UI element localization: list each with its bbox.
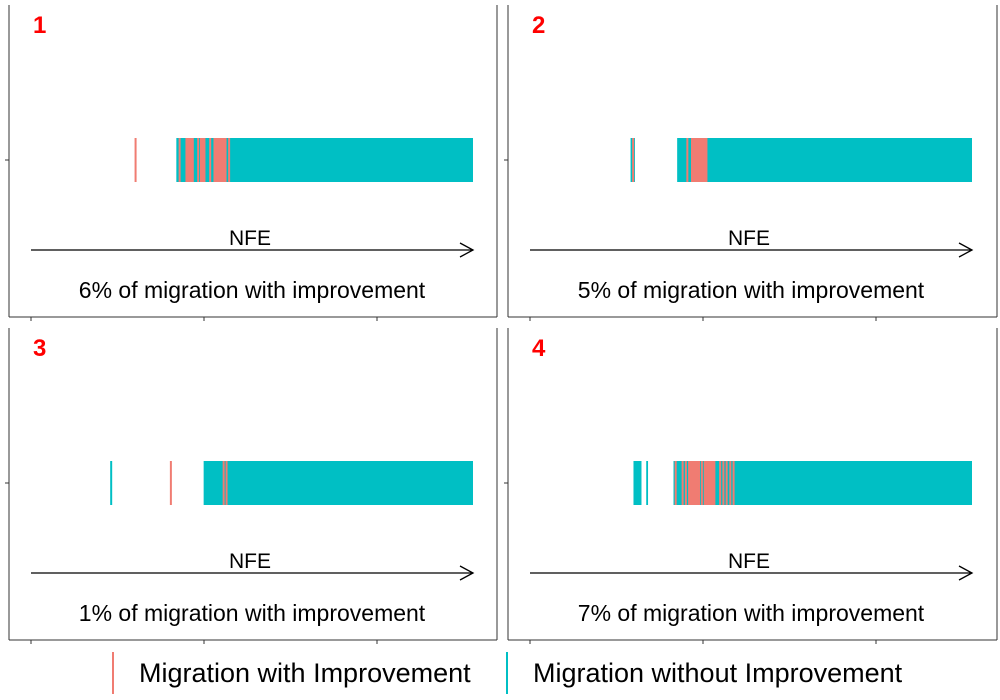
panel-caption: 7% of migration with improvement xyxy=(578,600,925,626)
nfe-label: NFE xyxy=(229,550,271,573)
strip-band-with-improvement xyxy=(688,461,701,505)
strip-band-without-improvement xyxy=(203,461,473,505)
panel-caption: 5% of migration with improvement xyxy=(578,277,925,303)
panel-number: 1 xyxy=(33,12,46,39)
nfe-label: NFE xyxy=(728,550,770,573)
nfe-arrow-head xyxy=(459,242,475,258)
nfe-arrow-head xyxy=(958,242,974,258)
panel-number: 4 xyxy=(532,335,546,362)
strip-band-with-improvement xyxy=(200,138,206,182)
panels: 1 NFE 6% of migration with improvement 2 NFE… xyxy=(5,5,998,644)
strip-band-with-improvement xyxy=(690,138,708,182)
panel-caption: 6% of migration with improvement xyxy=(79,277,426,303)
strip-band-without-improvement xyxy=(677,138,972,182)
panel-number: 3 xyxy=(33,335,46,362)
panel-1: 1 NFE 6% of migration with improvement xyxy=(5,5,498,321)
strip-band-without-improvement xyxy=(646,461,649,505)
nfe-arrow-head xyxy=(459,565,475,581)
strip-band-with-improvement xyxy=(185,138,194,182)
panel-2: 2 NFE 5% of migration with improvement xyxy=(504,5,998,321)
legend-label: Migration with Improvement xyxy=(139,658,471,688)
nfe-label: NFE xyxy=(229,227,271,250)
legend-label: Migration without Improvement xyxy=(533,658,903,688)
strip-band-without-improvement xyxy=(633,461,642,505)
panel-3: 3 NFE 1% of migration with improvement xyxy=(5,328,498,644)
strip-band-with-improvement xyxy=(703,461,716,505)
panel-number: 2 xyxy=(532,12,545,39)
nfe-label: NFE xyxy=(728,227,770,250)
nfe-arrow-head xyxy=(958,565,974,581)
strip-band-without-improvement xyxy=(673,461,972,505)
legend-item-without-improvement: Migration without Improvement xyxy=(506,652,903,694)
legend-item-with-improvement: Migration with Improvement xyxy=(112,652,471,694)
panel-4: 4 NFE 7% of migration with improvement xyxy=(504,328,998,644)
legend: Migration with Improvement Migration with… xyxy=(112,652,903,694)
panel-caption: 1% of migration with improvement xyxy=(79,600,426,626)
